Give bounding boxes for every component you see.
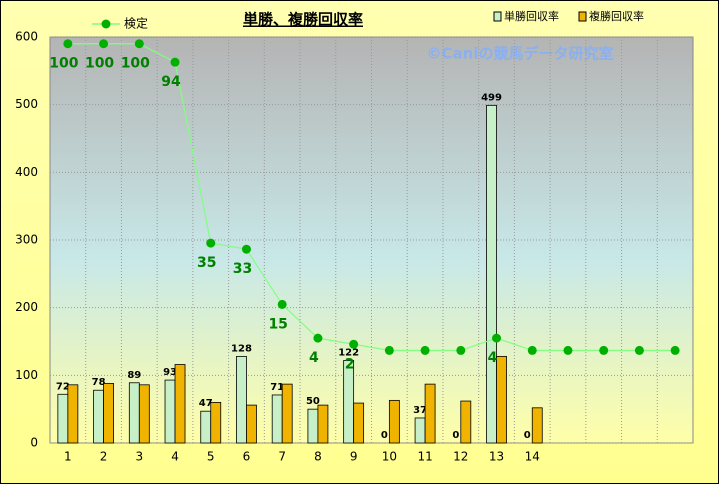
- x-tick-label: 9: [350, 450, 358, 464]
- bar-label: 0: [524, 430, 531, 441]
- line-label: 4: [488, 350, 498, 366]
- line-marker: [349, 339, 359, 349]
- bar-label: 128: [231, 343, 252, 354]
- bar: [414, 417, 426, 444]
- line-marker: [420, 345, 430, 355]
- line-marker: [99, 39, 109, 49]
- bar: [200, 410, 212, 444]
- bar: [424, 383, 436, 444]
- line-marker: [527, 345, 537, 355]
- x-tick-label: 2: [100, 450, 108, 464]
- bar-label: 47: [199, 398, 213, 409]
- bar: [271, 394, 283, 444]
- bar-label: 499: [481, 92, 502, 103]
- bar: [93, 389, 104, 444]
- line-label: 94: [161, 74, 181, 90]
- line-label: 33: [233, 261, 252, 277]
- line-marker: [134, 39, 144, 49]
- x-tick-label: 11: [417, 450, 432, 464]
- bar-label: 0: [452, 430, 459, 441]
- line-label: 100: [85, 56, 114, 72]
- watermark: ©Caniの競馬データ研究室: [427, 45, 614, 63]
- legend-marker: [101, 19, 111, 29]
- line-marker: [241, 244, 251, 254]
- legend-swatch: [493, 11, 502, 22]
- bar: [496, 355, 507, 444]
- x-tick-label: 10: [382, 450, 397, 464]
- x-tick-label: 6: [243, 450, 251, 464]
- line-marker: [492, 333, 502, 343]
- line-marker: [456, 345, 466, 355]
- bar: [246, 404, 257, 444]
- bar: [138, 384, 150, 444]
- line-marker: [634, 345, 644, 355]
- line-marker: [670, 345, 680, 355]
- bar: [57, 393, 69, 444]
- bar: [128, 382, 140, 444]
- bar: [164, 379, 176, 444]
- bar: [103, 383, 114, 444]
- bar: [460, 400, 472, 444]
- line-label: 2: [345, 356, 355, 372]
- legend-swatch: [578, 11, 587, 22]
- bar: [317, 404, 329, 444]
- line-marker: [313, 333, 323, 343]
- y-tick-label: 300: [15, 233, 38, 247]
- line-label: 35: [197, 255, 216, 271]
- x-tick-label: 14: [525, 450, 540, 464]
- line-marker: [277, 299, 287, 309]
- x-tick-label: 1: [64, 450, 72, 464]
- x-tick-label: 8: [314, 450, 322, 464]
- line-marker: [384, 345, 394, 355]
- bar-label: 50: [306, 396, 320, 407]
- bar: [67, 384, 79, 444]
- bar: [281, 383, 293, 444]
- bar-label: 122: [338, 347, 359, 358]
- x-tick-label: 7: [278, 450, 286, 464]
- x-tick-label: 4: [171, 450, 179, 464]
- bar-label: 78: [92, 377, 106, 388]
- bar-label: 93: [163, 367, 177, 378]
- x-tick-label: 3: [135, 450, 143, 464]
- x-tick-label: 13: [489, 450, 504, 464]
- line-marker: [563, 345, 573, 355]
- bar-label: 0: [381, 430, 388, 441]
- bar-label: 72: [56, 381, 70, 392]
- legend-label: 検定: [124, 16, 148, 31]
- legend-label: 複勝回収率: [589, 9, 644, 23]
- bar: [531, 407, 543, 444]
- bar: [353, 402, 365, 444]
- line-label: 15: [268, 316, 287, 332]
- bar: [236, 355, 247, 444]
- bar: [343, 360, 355, 444]
- y-tick-label: 400: [15, 165, 38, 179]
- bar-label: 89: [127, 370, 141, 381]
- y-tick-label: 0: [30, 436, 38, 450]
- line-marker: [63, 39, 73, 49]
- bar: [174, 364, 186, 444]
- line-marker: [170, 57, 180, 67]
- legend-label: 単勝回収率: [504, 9, 559, 23]
- bar-label: 37: [413, 405, 427, 416]
- y-tick-label: 500: [15, 97, 38, 111]
- line: [67, 43, 676, 351]
- line-label: 100: [49, 56, 78, 72]
- line-label: 100: [121, 56, 150, 72]
- bar: [307, 408, 319, 444]
- y-tick-label: 200: [15, 300, 38, 314]
- y-tick-label: 100: [15, 368, 38, 382]
- bar: [486, 104, 497, 444]
- line-marker: [206, 238, 216, 248]
- line-marker: [599, 345, 609, 355]
- bar: [210, 401, 222, 444]
- x-tick-label: 5: [207, 450, 215, 464]
- y-tick-label: 600: [15, 30, 38, 44]
- bar: [388, 399, 400, 444]
- line-label: 4: [309, 350, 319, 366]
- bar-label: 71: [270, 382, 284, 393]
- x-tick-label: 12: [453, 450, 468, 464]
- chart-title: 単勝、複勝回収率: [243, 11, 363, 29]
